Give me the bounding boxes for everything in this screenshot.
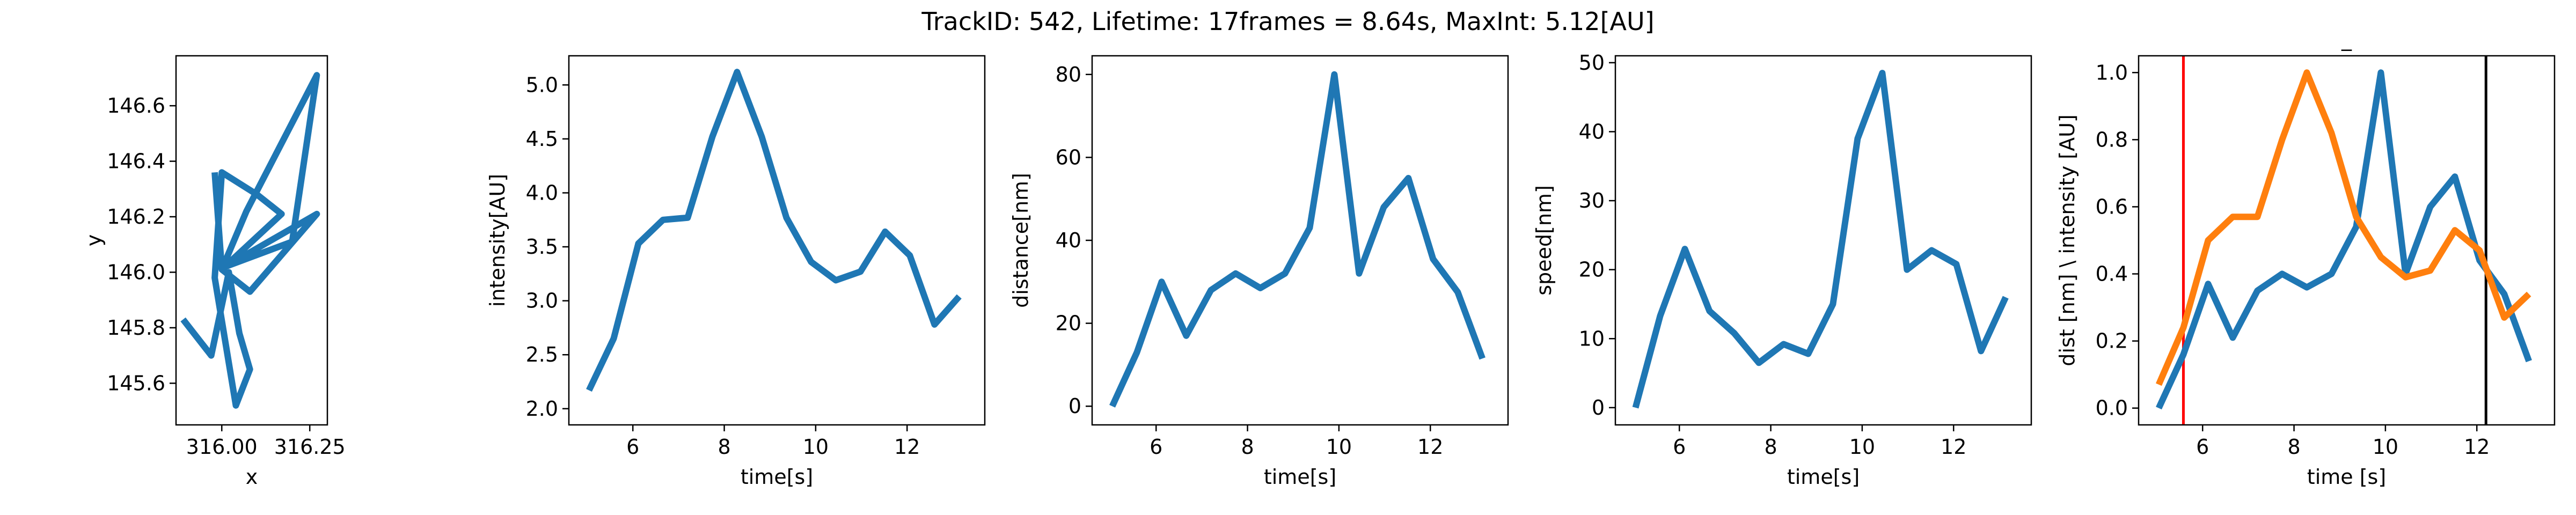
subplot-normalized: 6 8 10 12 0.0 0.2 0.4 0.6 0.8 1.0 time [s] dist [nm… <box>2055 27 2556 489</box>
y-tick-label: 40 <box>1056 229 1081 252</box>
x-axis-label: time [s] <box>2307 465 2386 489</box>
y-tick-label: 0.8 <box>2096 128 2128 151</box>
axes-frame <box>1614 55 2032 426</box>
series-line-0 <box>180 72 320 409</box>
y-axis-label: y <box>82 234 106 247</box>
y-tick-label: 145.8 <box>107 316 165 340</box>
subplot-distance: 6 8 10 12 0 20 40 60 80 time[s] distance[nm] <box>1009 55 1509 489</box>
series-line-1 <box>2155 69 2531 386</box>
y-tick-label: 0.6 <box>2096 195 2128 218</box>
y-tick-label: 146.0 <box>107 260 165 284</box>
x-tick-label: 8 <box>2287 435 2300 459</box>
y-axis-label: speed[nm] <box>1532 185 1556 296</box>
axes-frame <box>175 55 328 426</box>
x-tick-label: 10 <box>2373 435 2398 459</box>
series-line-0 <box>586 69 962 392</box>
y-tick-label: 146.6 <box>107 94 165 117</box>
y-tick-label: 2.0 <box>526 397 558 421</box>
y-tick-label: 20 <box>1579 258 1605 282</box>
y-tick-label: 2.5 <box>526 343 558 366</box>
x-tick-label: 8 <box>1764 435 1777 459</box>
y-tick-label: 40 <box>1579 120 1605 143</box>
y-tick-label: 80 <box>1056 63 1081 86</box>
subplot-intensity: 6 8 10 12 2.0 2.5 3.0 3.5 4.0 4.5 5.0 time[s] intens… <box>486 55 986 489</box>
series-line-0 <box>2156 69 2532 410</box>
x-tick-label: 12 <box>1417 435 1443 459</box>
y-tick-label: 0.0 <box>2096 396 2128 420</box>
x-tick-label: 12 <box>894 435 920 459</box>
y-tick-label: 0 <box>1592 396 1605 420</box>
x-tick-label: 6 <box>1150 435 1162 459</box>
subplot-title: _ <box>2341 27 2352 51</box>
y-tick-label: 60 <box>1056 145 1081 169</box>
series-line-0 <box>1109 71 1485 408</box>
x-axis-label: x <box>246 465 258 489</box>
x-tick-label: 10 <box>1326 435 1352 459</box>
y-tick-label: 4.5 <box>526 127 558 151</box>
axes-frame <box>2138 55 2556 426</box>
y-tick-label: 145.6 <box>107 371 165 395</box>
y-tick-label: 50 <box>1579 51 1605 75</box>
x-tick-label: 316.00 <box>186 435 258 459</box>
subplot-xy-trajectory: 316.00 316.25 145.6 145.8 146.0 146.2 146.4 146… <box>82 55 346 489</box>
x-tick-label: 8 <box>718 435 730 459</box>
x-tick-label: 6 <box>1673 435 1686 459</box>
x-tick-label: 316.25 <box>274 435 346 459</box>
y-axis-label: distance[nm] <box>1009 173 1033 308</box>
y-axis-label: intensity[AU] <box>486 174 509 307</box>
y-tick-label: 0 <box>1069 394 1081 418</box>
y-tick-label: 20 <box>1056 312 1081 335</box>
y-tick-label: 3.5 <box>526 235 558 259</box>
x-axis-label: time[s] <box>741 465 813 489</box>
y-tick-label: 0.4 <box>2096 262 2128 286</box>
y-tick-label: 30 <box>1579 189 1605 212</box>
subplot-speed: 6 8 10 12 0 10 20 30 40 50 time[s] speed[nm] <box>1532 51 2032 489</box>
x-tick-label: 6 <box>2196 435 2209 459</box>
y-axis-label: dist [nm] \ intensity [AU] <box>2055 114 2079 366</box>
x-tick-label: 12 <box>1941 435 1966 459</box>
y-tick-label: 3.0 <box>526 289 558 313</box>
x-tick-label: 10 <box>1849 435 1875 459</box>
series-line-0 <box>1632 70 2009 409</box>
x-tick-label: 6 <box>626 435 639 459</box>
x-axis-label: time[s] <box>1787 465 1860 489</box>
figure-title: TrackID: 542, Lifetime: 17frames = 8.64s… <box>921 7 1654 36</box>
y-tick-label: 0.2 <box>2096 329 2128 353</box>
x-tick-label: 10 <box>803 435 829 459</box>
x-axis-label: time[s] <box>1264 465 1336 489</box>
x-tick-label: 12 <box>2464 435 2490 459</box>
axes-frame <box>568 55 986 426</box>
y-tick-label: 1.0 <box>2096 61 2128 84</box>
y-tick-label: 146.4 <box>107 150 165 173</box>
y-tick-label: 10 <box>1579 327 1605 350</box>
subplots: 316.00 316.25 145.6 145.8 146.0 146.2 146.4 146… <box>82 27 2556 489</box>
y-tick-label: 5.0 <box>526 73 558 97</box>
y-tick-label: 4.0 <box>526 181 558 204</box>
y-tick-label: 146.2 <box>107 205 165 229</box>
x-tick-label: 8 <box>1241 435 1254 459</box>
